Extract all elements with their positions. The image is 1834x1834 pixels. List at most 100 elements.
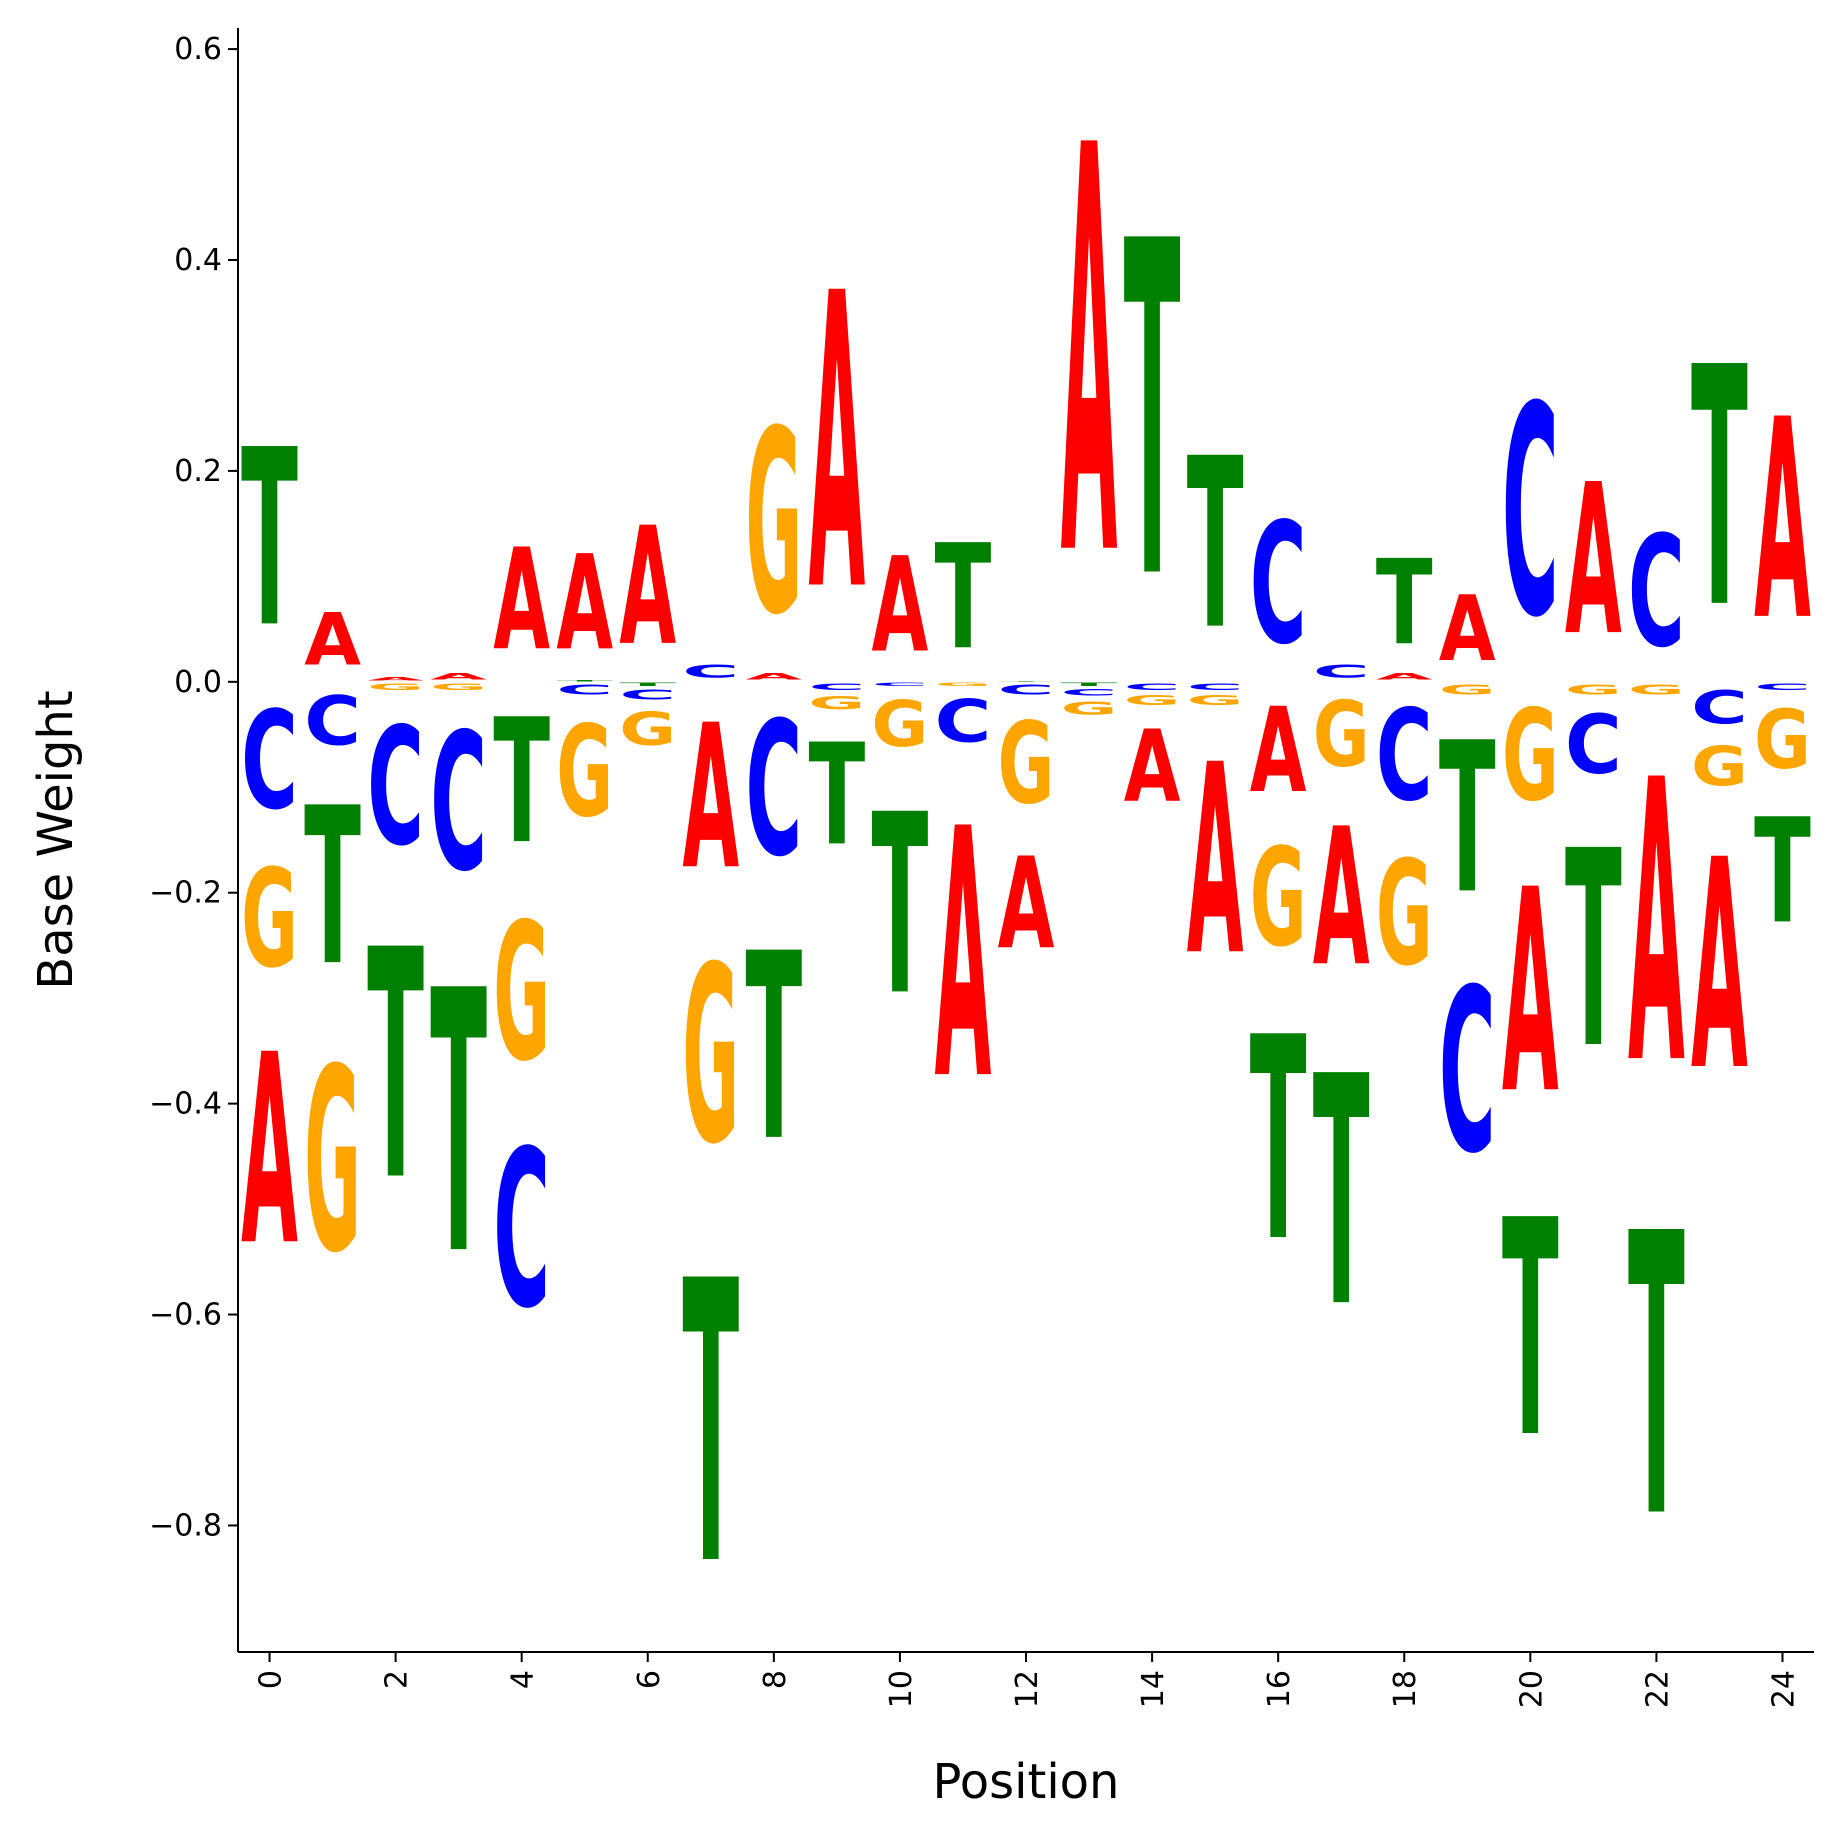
svg-text:G: G bbox=[1124, 692, 1181, 708]
x-tick-label: 14 bbox=[1136, 1670, 1171, 1708]
svg-text:A: A bbox=[1124, 708, 1181, 824]
svg-text:C: C bbox=[1376, 682, 1433, 829]
y-tick-label: −0.4 bbox=[149, 1087, 222, 1122]
logo-letter-g-pos-21: G bbox=[1565, 682, 1622, 698]
svg-text:A: A bbox=[1061, 29, 1118, 680]
logo-letter-t-pos-10: T bbox=[872, 761, 929, 1051]
logo-letter-g-pos-10: G bbox=[872, 688, 929, 761]
logo-letter-g-pos-16: G bbox=[1250, 820, 1307, 977]
svg-text:C: C bbox=[556, 682, 613, 698]
svg-text:G: G bbox=[1502, 683, 1559, 829]
x-tick-label: 0 bbox=[254, 1670, 289, 1689]
y-tick-label: 0.6 bbox=[174, 32, 222, 67]
svg-text:A: A bbox=[1313, 788, 1370, 1008]
logo-letter-c-pos-1: C bbox=[304, 683, 361, 761]
svg-text:T: T bbox=[556, 680, 613, 682]
logo-letter-c-pos-23: C bbox=[1691, 682, 1748, 735]
logo-letter-a-pos-21: A bbox=[1565, 440, 1622, 681]
logo-letter-g-pos-9: G bbox=[809, 692, 866, 713]
logo-letter-t-pos-7: T bbox=[682, 1201, 739, 1652]
logo-letter-t-pos-6: T bbox=[619, 682, 676, 687]
svg-text:T: T bbox=[1691, 297, 1748, 681]
svg-text:G: G bbox=[1250, 820, 1307, 977]
svg-text:G: G bbox=[493, 883, 550, 1104]
svg-text:T: T bbox=[304, 761, 361, 1013]
svg-text:G: G bbox=[241, 841, 298, 998]
logo-letter-a-pos-11: A bbox=[935, 757, 992, 1155]
svg-text:A: A bbox=[1376, 672, 1434, 682]
svg-text:C: C bbox=[1250, 487, 1307, 682]
logo-letter-t-pos-24: T bbox=[1754, 788, 1811, 956]
svg-text:T: T bbox=[493, 682, 550, 882]
logo-letter-a-pos-4: A bbox=[493, 519, 550, 682]
svg-text:T: T bbox=[1124, 144, 1181, 680]
svg-text:C: C bbox=[1061, 687, 1118, 697]
logo-letter-t-pos-17: T bbox=[1313, 1011, 1370, 1377]
y-tick-label: −0.6 bbox=[149, 1298, 222, 1333]
logo-letter-a-pos-12: A bbox=[998, 831, 1055, 978]
svg-text:C: C bbox=[367, 693, 424, 882]
logo-letter-a-pos-10: A bbox=[872, 530, 929, 682]
logo-letter-t-pos-5: T bbox=[556, 680, 613, 682]
logo-letter-a-pos-6: A bbox=[619, 492, 676, 681]
svg-text:T: T bbox=[1628, 1153, 1685, 1604]
y-tick-label: 0.2 bbox=[174, 454, 222, 489]
svg-text:T: T bbox=[1187, 410, 1244, 682]
logo-letter-t-pos-22: T bbox=[1628, 1153, 1685, 1604]
logo-letter-g-pos-15: G bbox=[1187, 692, 1244, 708]
svg-text:C: C bbox=[304, 683, 361, 761]
logo-letter-t-pos-4: T bbox=[493, 682, 550, 882]
logo-letter-c-pos-5: C bbox=[556, 682, 613, 698]
svg-text:C: C bbox=[1124, 682, 1181, 692]
svg-text:T: T bbox=[809, 715, 866, 878]
svg-text:C: C bbox=[1754, 682, 1811, 692]
logo-letter-a-pos-3: A bbox=[430, 672, 488, 682]
logo-letter-c-pos-2: C bbox=[367, 693, 424, 882]
svg-text:A: A bbox=[1439, 578, 1496, 682]
svg-text:G: G bbox=[1439, 682, 1496, 698]
logo-letter-t-pos-18: T bbox=[1376, 535, 1433, 671]
logo-letter-a-pos-1: A bbox=[304, 599, 361, 682]
svg-text:G: G bbox=[1565, 682, 1622, 698]
svg-text:C: C bbox=[1691, 682, 1748, 735]
logo-letter-g-pos-4: G bbox=[493, 883, 550, 1104]
svg-text:G: G bbox=[935, 682, 992, 687]
logo-letter-t-pos-12: T bbox=[998, 681, 1055, 682]
y-tick-label: −0.8 bbox=[149, 1508, 222, 1543]
svg-text:T: T bbox=[1061, 682, 1118, 687]
svg-text:G: G bbox=[1187, 692, 1244, 708]
logo-letter-g-pos-24: G bbox=[1754, 692, 1811, 787]
logo-letter-t-pos-23: T bbox=[1691, 297, 1748, 681]
logo-letter-c-pos-24: C bbox=[1754, 682, 1811, 692]
svg-text:A: A bbox=[682, 683, 739, 914]
svg-text:G: G bbox=[745, 376, 802, 671]
svg-text:C: C bbox=[1565, 697, 1622, 792]
svg-text:A: A bbox=[1628, 698, 1685, 1150]
logo-letter-c-pos-0: C bbox=[241, 682, 298, 839]
logo-letter-g-pos-6: G bbox=[619, 703, 676, 756]
logo-letter-c-pos-4: C bbox=[493, 1105, 550, 1357]
svg-text:C: C bbox=[241, 682, 298, 839]
svg-text:A: A bbox=[1754, 362, 1811, 682]
logo-letter-t-pos-15: T bbox=[1187, 410, 1244, 682]
x-tick-label: 8 bbox=[758, 1670, 793, 1689]
svg-text:C: C bbox=[493, 1105, 550, 1357]
logo-letter-a-pos-20: A bbox=[1502, 831, 1559, 1157]
plot-area: TCGAACTGAGCTAGCTATGCTACGATCGCAGTAGCTACGT… bbox=[241, 29, 1811, 1652]
logo-letter-a-pos-5: A bbox=[556, 527, 613, 679]
logo-letter-c-pos-16: C bbox=[1250, 487, 1307, 682]
logo-letter-t-pos-2: T bbox=[367, 884, 424, 1250]
logo-letter-g-pos-23: G bbox=[1691, 734, 1748, 798]
x-tick-label: 6 bbox=[632, 1670, 667, 1689]
svg-text:G: G bbox=[1061, 698, 1118, 719]
svg-text:C: C bbox=[1628, 502, 1685, 681]
logo-letter-t-pos-0: T bbox=[241, 397, 298, 681]
logo-letter-g-pos-11: G bbox=[935, 682, 992, 687]
svg-text:G: G bbox=[809, 692, 866, 713]
svg-text:T: T bbox=[682, 1201, 739, 1652]
logo-letter-c-pos-13: C bbox=[1061, 687, 1118, 697]
svg-text:G: G bbox=[430, 682, 487, 693]
logo-letter-c-pos-11: C bbox=[935, 688, 992, 756]
svg-text:C: C bbox=[430, 694, 487, 914]
logo-letter-g-pos-0: G bbox=[241, 841, 298, 998]
